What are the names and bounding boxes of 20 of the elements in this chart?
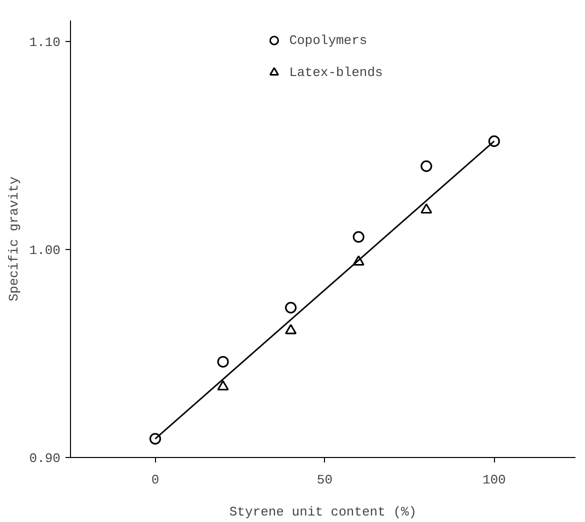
x-axis-title: Styrene unit content (%) xyxy=(229,504,417,520)
point xyxy=(352,255,364,266)
y-tick-label: 1.00 xyxy=(29,242,61,258)
y-axis-title: Specific gravity xyxy=(6,176,22,302)
point xyxy=(149,432,162,445)
x-tick-label: 50 xyxy=(316,472,333,488)
point xyxy=(285,324,297,334)
y-tick-label: 1.10 xyxy=(29,34,61,50)
point xyxy=(488,135,500,147)
point xyxy=(217,356,229,368)
point xyxy=(420,160,432,172)
point xyxy=(217,380,229,390)
point xyxy=(420,203,432,214)
legend-label: Copolymers xyxy=(289,32,368,48)
legend-label: Latex-blends xyxy=(289,64,383,80)
x-tick-label: 100 xyxy=(482,472,506,488)
x-tick-label: 0 xyxy=(151,472,160,488)
y-tick-label: 0.90 xyxy=(29,451,61,466)
point xyxy=(352,231,364,243)
point xyxy=(285,302,297,314)
